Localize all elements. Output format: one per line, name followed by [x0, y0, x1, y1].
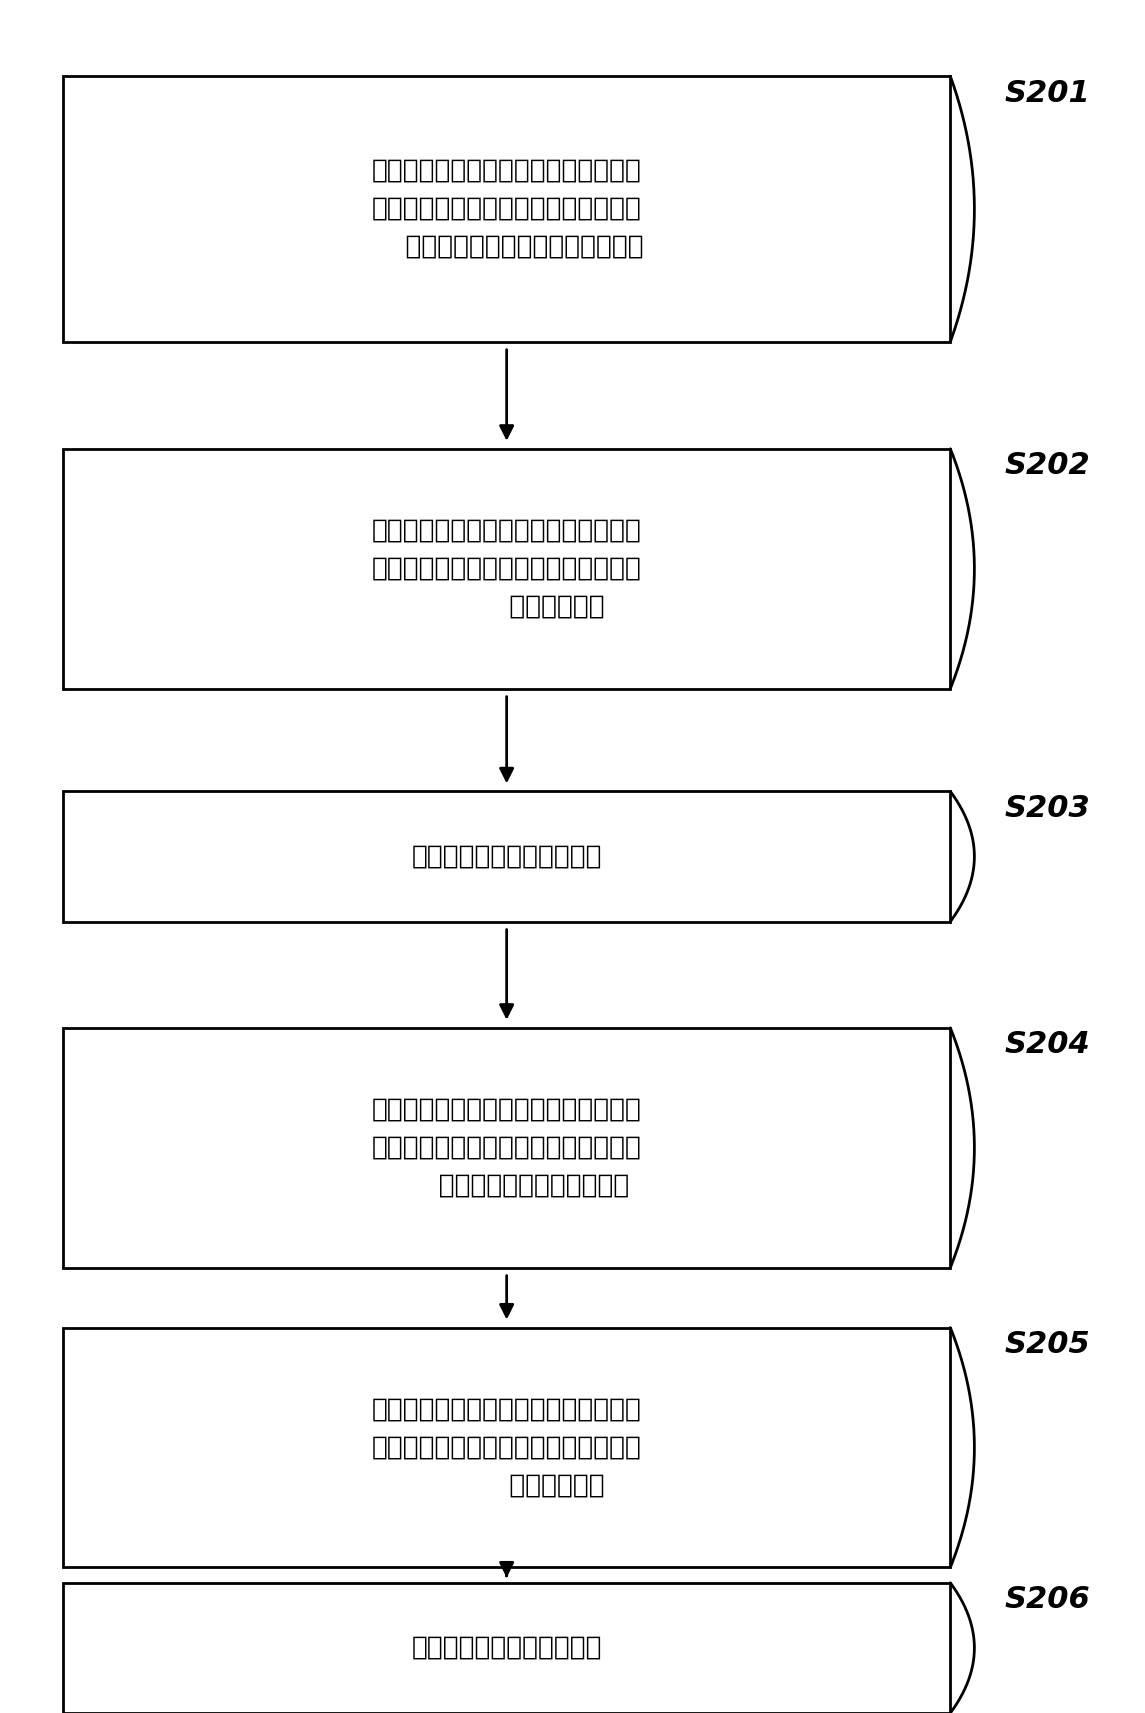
Text: 被测输电线路末端三相短路并接地，首
端三相短接、轮相施加单相工频电压，
    测量得到首端相电压、首端相电流: 被测输电线路末端三相短路并接地，首 端三相短接、轮相施加单相工频电压， 测量得到…	[370, 158, 643, 260]
Bar	[63, 449, 950, 689]
Bar	[63, 791, 950, 922]
Text: 根据首端相电压、首端相电流计算得到
首端零序阻抗电压基波向量和零序阻抗
           电流基波向量: 根据首端相电压、首端相电流计算得到 首端零序阻抗电压基波向量和零序阻抗 电流基波…	[372, 517, 641, 620]
Text: S204: S204	[1005, 1031, 1090, 1059]
Text: 计算被测输电线路零序阻抗: 计算被测输电线路零序阻抗	[411, 843, 602, 870]
Text: S202: S202	[1005, 452, 1090, 480]
Text: 计算被测输电线路零序导纳: 计算被测输电线路零序导纳	[411, 1634, 602, 1662]
Text: S205: S205	[1005, 1331, 1090, 1358]
Text: 被测输电线路末端三相开路，首端三相
短接、轮相施加单相工频电压，测量得
      到首端相电压、首端相电流: 被测输电线路末端三相开路，首端三相 短接、轮相施加单相工频电压，测量得 到首端相…	[372, 1096, 641, 1199]
Text: 根据首端相电压、首端相电流计算得到
首端零序导纳电压基波向量和零序导纳
           电流基波向量: 根据首端相电压、首端相电流计算得到 首端零序导纳电压基波向量和零序导纳 电流基波…	[372, 1396, 641, 1499]
Bar	[63, 1028, 950, 1268]
Text: S203: S203	[1005, 795, 1090, 822]
Text: S206: S206	[1005, 1586, 1090, 1614]
Bar	[63, 1583, 950, 1713]
Bar	[63, 1328, 950, 1567]
Bar	[63, 75, 950, 343]
Text: S201: S201	[1005, 79, 1090, 108]
